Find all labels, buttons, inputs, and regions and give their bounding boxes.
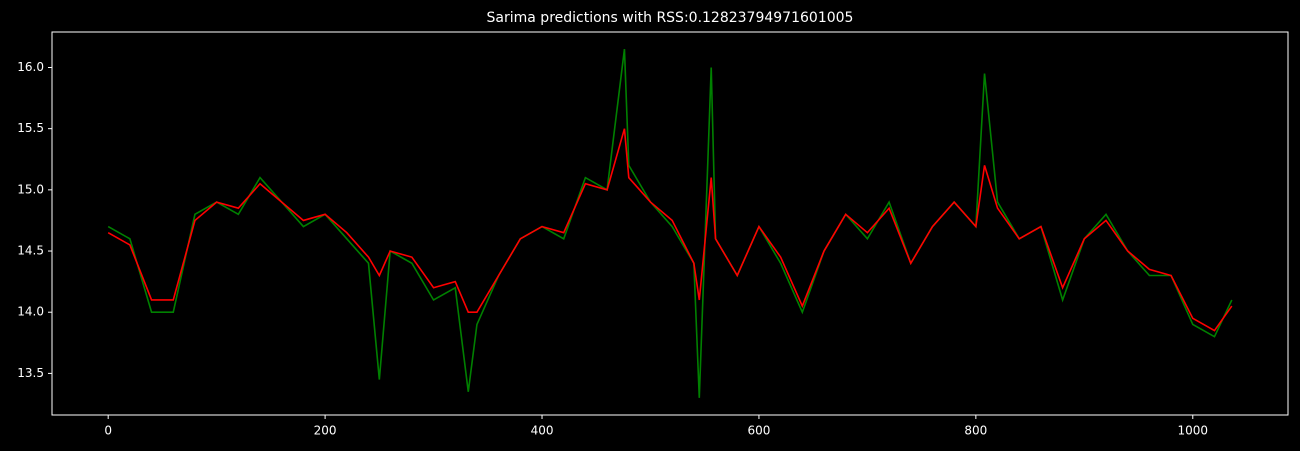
y-tick-label: 14.0 xyxy=(17,305,44,319)
x-tick-label: 800 xyxy=(964,424,987,438)
y-tick-label: 13.5 xyxy=(17,366,44,380)
x-tick-label: 200 xyxy=(314,424,337,438)
chart-title: Sarima predictions with RSS:0.1282379497… xyxy=(487,10,854,26)
series-line xyxy=(107,128,1233,332)
y-tick-label: 16.0 xyxy=(17,60,44,74)
x-tick-label: 400 xyxy=(531,424,554,438)
x-tick-label: 0 xyxy=(104,424,112,438)
x-tick-label: 600 xyxy=(747,424,770,438)
plot-frame xyxy=(51,31,1289,416)
y-tick-label: 15.0 xyxy=(17,182,44,196)
y-tick-label: 14.5 xyxy=(17,244,44,258)
y-tick-label: 15.5 xyxy=(17,121,44,135)
x-tick-label: 1000 xyxy=(1177,424,1208,438)
